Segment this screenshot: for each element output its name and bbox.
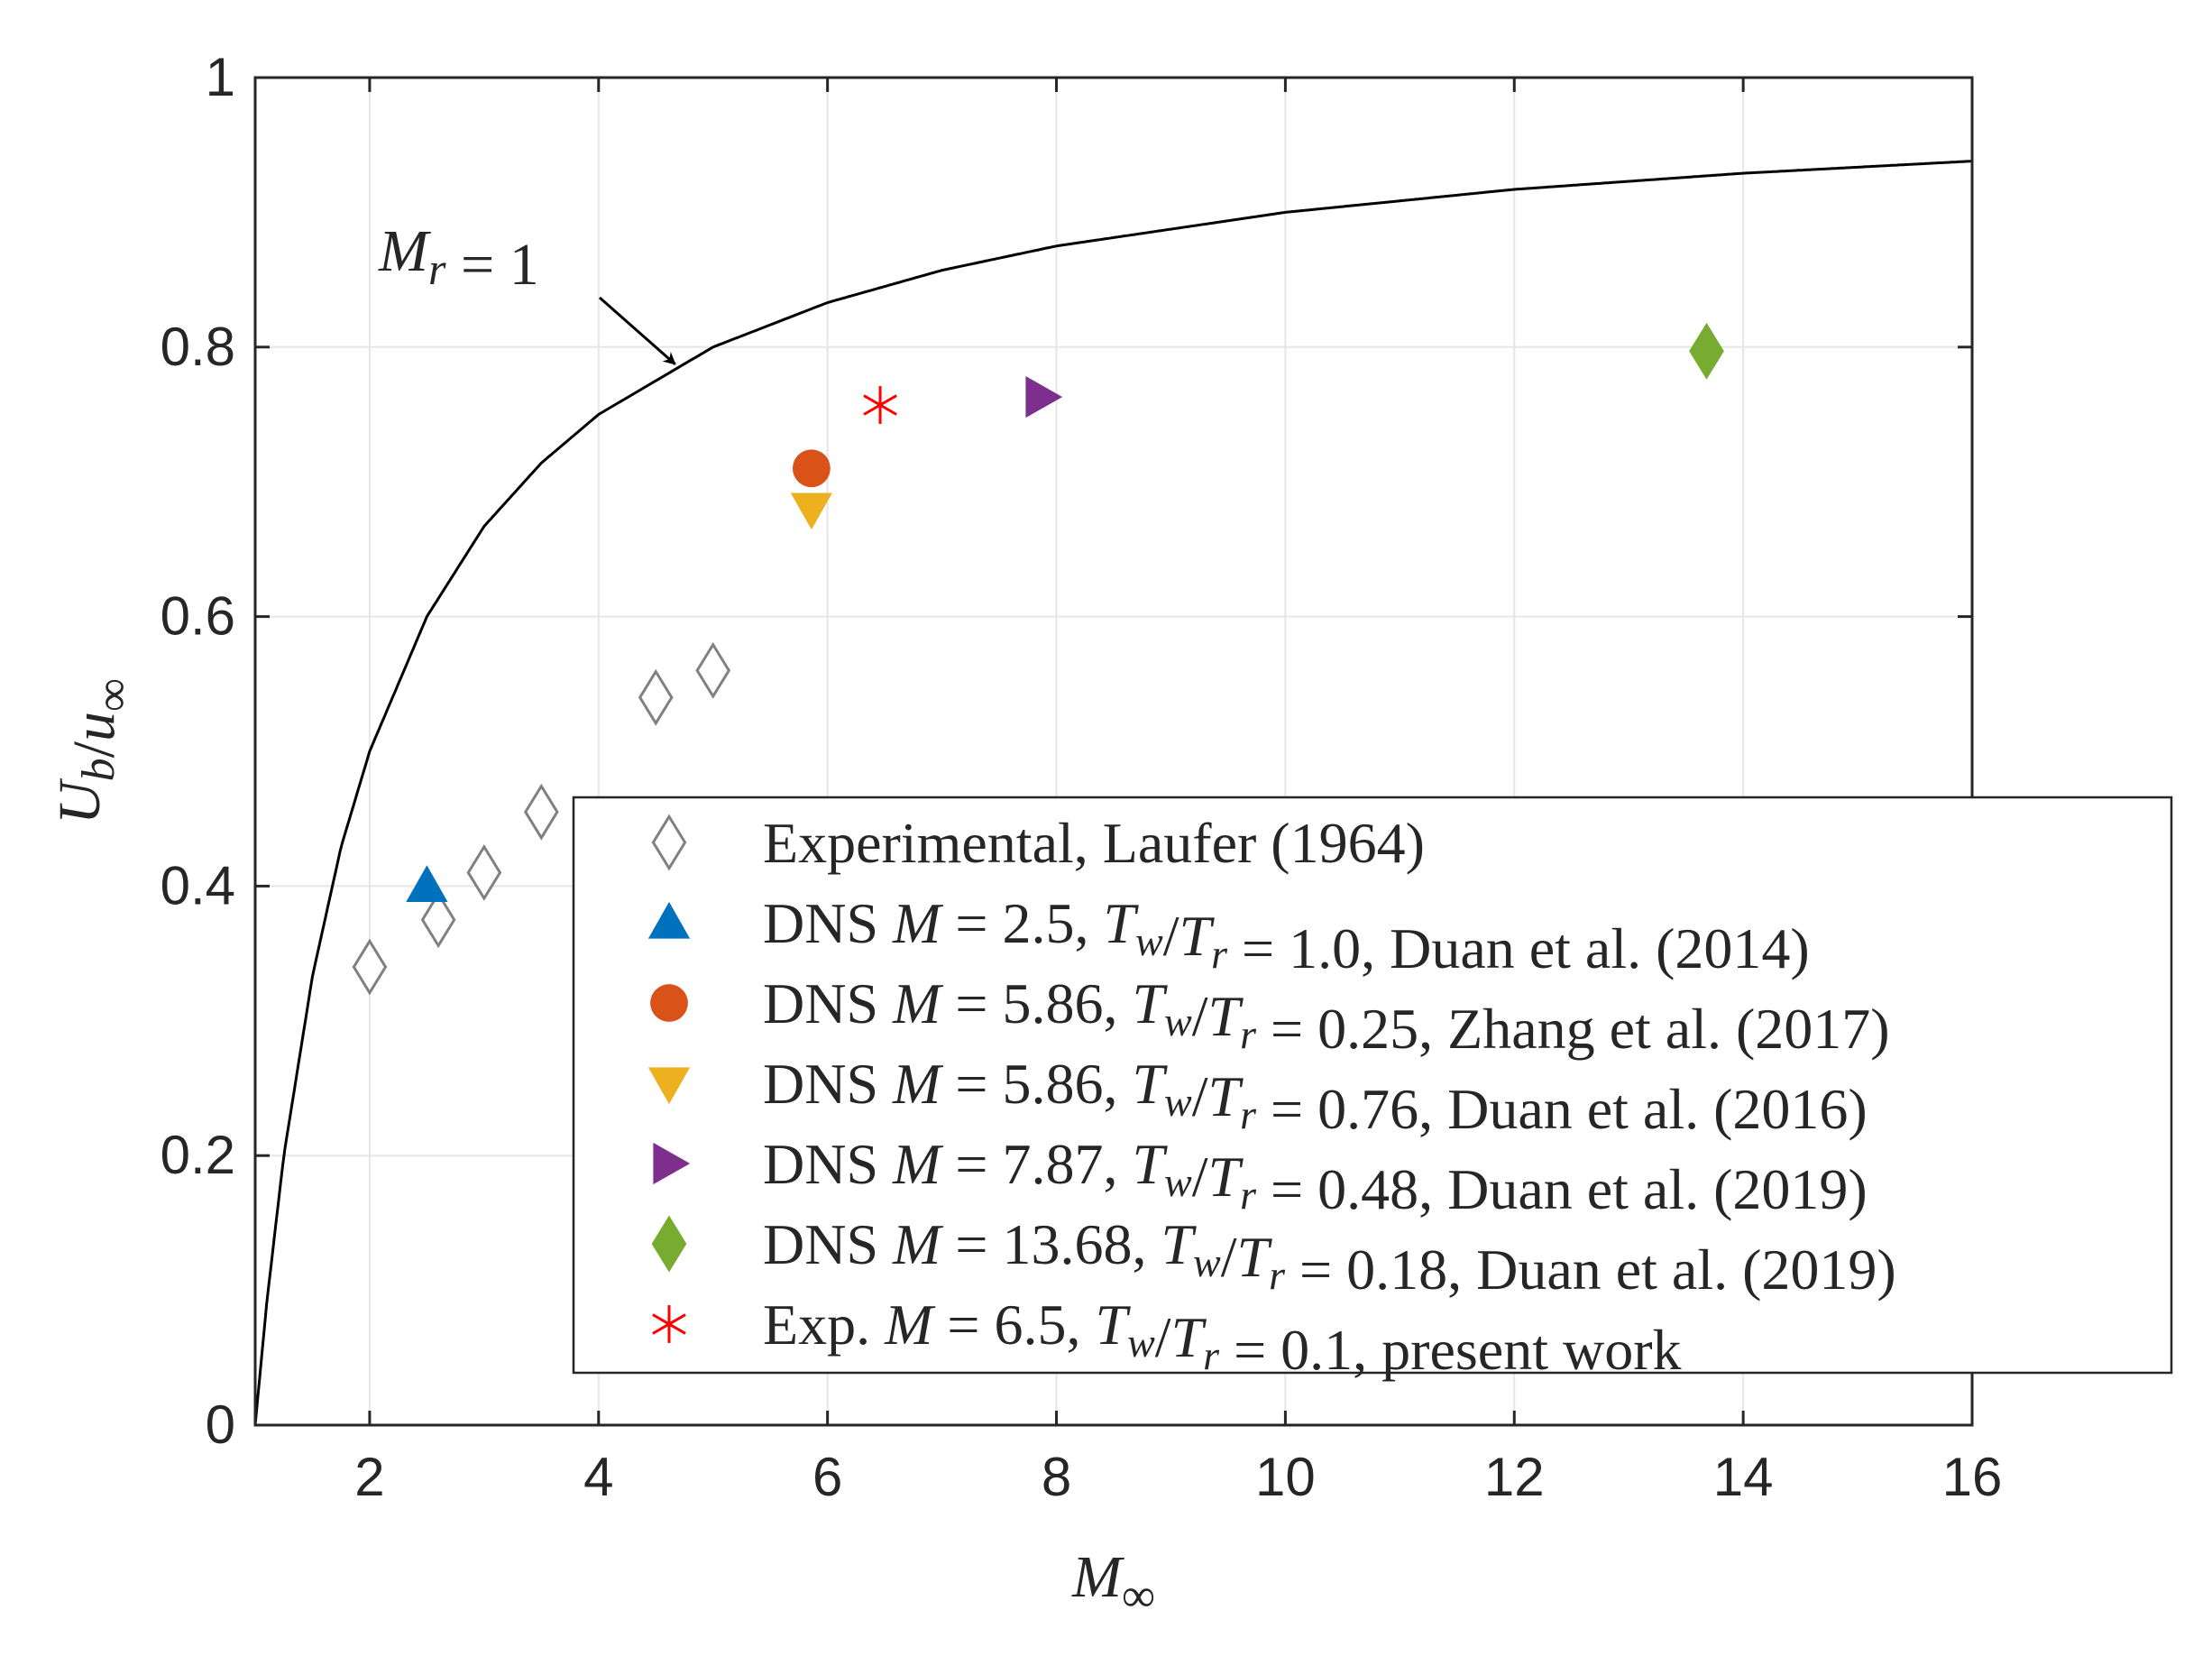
legend-marker [651,814,687,871]
data-point [406,865,448,902]
legend-label: Experimental, Laufer (1964) [763,811,1425,875]
data-point [863,386,897,424]
legend-label: DNS M = 13.68, Tw/Tr = 0.18, Duan et al.… [763,1212,1896,1302]
x-tick-label: 12 [1484,1447,1545,1507]
x-tick-label: 4 [583,1447,613,1507]
data-point [420,891,456,949]
data-point [523,783,559,841]
data-point [1689,322,1724,380]
y-tick-label: 0.6 [161,586,235,647]
data-point [1025,375,1063,419]
legend-label: DNS M = 2.5, Tw/Tr = 1.0, Duan et al. (2… [763,891,1810,980]
data-point [466,843,502,901]
legend-label: Exp. M = 6.5, Tw/Tr = 0.1, present work [763,1293,1682,1382]
legend-marker [647,1067,691,1105]
legend-marker [653,1142,691,1185]
x-tick-label: 16 [1942,1447,2003,1507]
x-tick-label: 2 [354,1447,384,1507]
y-tick-label: 1 [206,47,235,107]
annotation-arrow [599,296,676,365]
mr1-curve [253,160,1973,1426]
legend-label: DNS M = 7.87, Tw/Tr = 0.48, Duan et al. … [763,1132,1868,1221]
x-axis-label: M∞ [1071,1544,1155,1622]
x-tick-label: 6 [812,1447,842,1507]
y-tick-label: 0.8 [161,317,235,377]
x-tick-label: 8 [1042,1447,1071,1507]
y-axis-label: Ub/u∞ [47,678,139,824]
curve-annotation-label: Mr = 1 [378,218,539,298]
data-point [790,492,832,530]
plot-frame [253,76,1974,1427]
data-point [695,641,731,699]
data-point [792,449,831,488]
legend-label: DNS M = 5.86, Tw/Tr = 0.25, Zhang et al.… [763,971,1890,1061]
legend-marker [647,901,691,939]
legend-marker [651,1215,687,1273]
x-tick-label: 10 [1255,1447,1316,1507]
y-tick-label: 0 [206,1394,235,1455]
legend-marker [652,1305,686,1343]
legend-box [572,796,2173,1375]
y-tick-label: 0.2 [161,1125,235,1185]
data-point [638,668,674,726]
legend-label: DNS M = 5.86, Tw/Tr = 0.76, Duan et al. … [763,1052,1868,1141]
x-tick-label: 14 [1713,1447,1774,1507]
y-tick-label: 0.4 [161,855,235,915]
data-point [352,938,388,996]
legend-marker [650,984,688,1022]
